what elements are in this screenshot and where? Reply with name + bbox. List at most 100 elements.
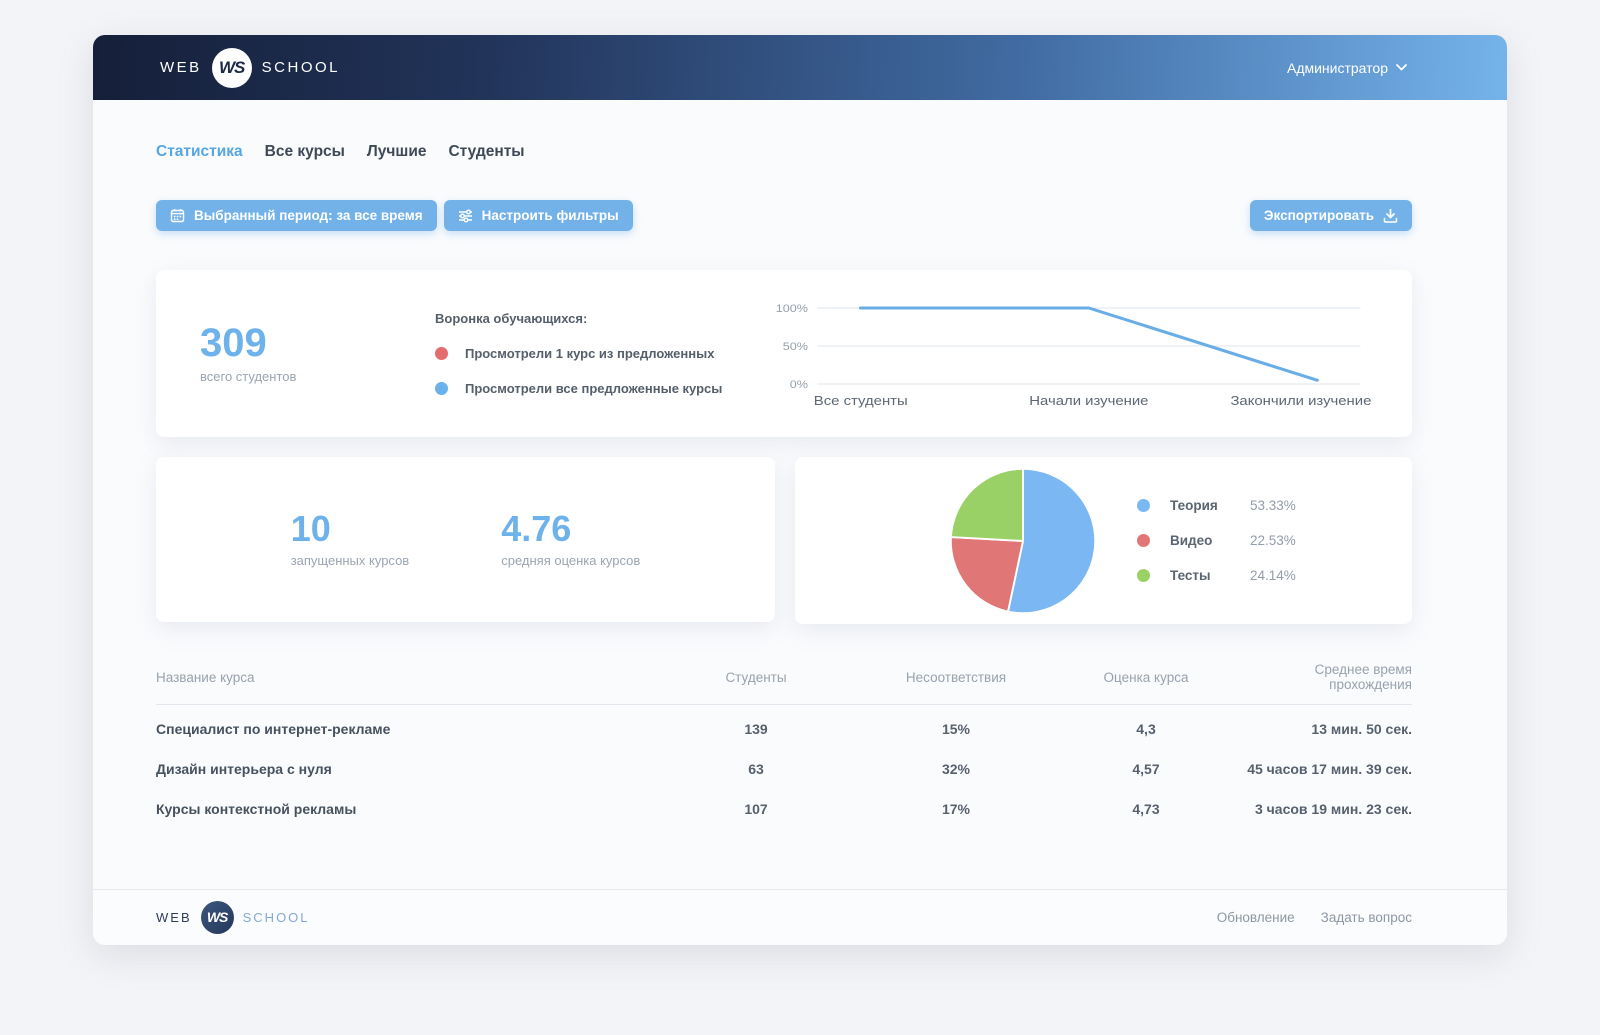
col-header-students: Студенты <box>656 662 856 705</box>
funnel-line <box>858 306 1319 382</box>
xlabel-started: Начали изучение <box>1029 392 1148 407</box>
funnel-card: 309 всего студентов Воронка обучающихся:… <box>156 270 1412 437</box>
pie-slice <box>1007 467 1097 614</box>
col-header-course-name: Название курса <box>156 662 656 705</box>
table-header-row: Название курса Студенты Несоответствия О… <box>156 662 1412 705</box>
col-header-rating: Оценка курса <box>1056 662 1236 705</box>
pie-legend-label: Видео <box>1170 533 1213 548</box>
cell-avg-time: 13 мин. 50 сек. <box>1311 721 1412 737</box>
pie-legend-dot <box>1137 499 1150 512</box>
funnel-line-chart-svg: 100% 50% 0% Все студенты Начали изучение… <box>776 301 1372 407</box>
pie-legend-item: Теория 53.33% <box>1137 498 1296 513</box>
funnel-legend-item: Просмотрели 1 курс из предложенных <box>435 346 725 361</box>
cell-mismatches: 32% <box>941 761 971 777</box>
footer-logo-ws-icon: WS <box>200 900 234 934</box>
app-header: WEB WS SCHOOL Администратор <box>93 35 1507 100</box>
toolbar: Выбранный период: за все время Настроить… <box>156 200 1412 231</box>
period-button[interactable]: Выбранный период: за все время <box>156 200 437 231</box>
tab-statistics[interactable]: Статистика <box>156 143 243 160</box>
table-row[interactable]: Специалист по интернет-рекламе 139 15% 4… <box>156 705 1412 750</box>
avg-rating-stat: 4.76 средняя оценка курсов <box>501 508 641 569</box>
ytick-0: 0% <box>790 377 809 390</box>
period-button-label: Выбранный период: за все время <box>194 208 423 223</box>
pie-legend-label: Тесты <box>1170 568 1211 583</box>
funnel-legend-dot <box>435 347 448 360</box>
pie-chart <box>949 467 1097 614</box>
cell-rating: 4,73 <box>1132 801 1160 817</box>
ytick-100: 100% <box>776 301 809 314</box>
cell-rating: 4,3 <box>1136 721 1156 737</box>
download-icon <box>1383 209 1398 223</box>
funnel-legend: Воронка обучающихся: Просмотрели 1 курс … <box>435 311 725 396</box>
calendar-icon <box>170 209 185 223</box>
page-content: Статистика Все курсы Лучшие Студенты Выб… <box>93 100 1507 829</box>
tab-students[interactable]: Студенты <box>448 143 525 160</box>
footer-link-update[interactable]: Обновление <box>1216 909 1295 925</box>
funnel-legend-label: Просмотрели 1 курс из предложенных <box>465 346 715 361</box>
courses-running-label: запущенных курсов <box>290 553 410 568</box>
cell-avg-time: 45 часов 17 мин. 39 сек. <box>1247 761 1412 777</box>
logo-web-text: WEB <box>160 59 202 76</box>
pie-slice <box>949 467 1024 542</box>
avg-rating-value: 4.76 <box>501 508 572 549</box>
cell-students: 107 <box>744 801 768 817</box>
pie-legend-dot <box>1137 569 1150 582</box>
app-footer: WEB WS SCHOOL Обновление Задать вопрос <box>93 889 1507 944</box>
xlabel-all-students: Все студенты <box>814 392 908 407</box>
total-students-stat: 309 всего студентов <box>200 323 435 384</box>
cell-mismatches: 15% <box>941 721 971 737</box>
footer-link-ask-question[interactable]: Задать вопрос <box>1320 909 1412 925</box>
tab-all-courses[interactable]: Все курсы <box>264 143 345 160</box>
filters-button[interactable]: Настроить фильтры <box>443 200 633 231</box>
user-menu-label: Администратор <box>1286 59 1388 76</box>
table-row[interactable]: Курсы контекстной рекламы 107 17% 4,73 3… <box>156 789 1412 829</box>
pie-legend-value: 24.14% <box>1250 568 1296 583</box>
cell-course-name: Дизайн интерьера с нуля <box>156 761 332 777</box>
logo-school-text: SCHOOL <box>261 59 341 76</box>
table-row[interactable]: Дизайн интерьера с нуля 63 32% 4,57 45 ч… <box>156 749 1412 789</box>
cell-mismatches: 17% <box>941 801 971 817</box>
funnel-legend-item: Просмотрели все предложенные курсы <box>435 381 725 396</box>
filters-button-label: Настроить фильтры <box>481 208 619 223</box>
app-window: WEB WS SCHOOL Администратор Статистика В… <box>93 35 1507 945</box>
tab-best[interactable]: Лучшие <box>366 143 427 160</box>
pie-slice <box>949 535 1024 613</box>
col-header-avg-time: Среднее время прохождения <box>1236 662 1412 705</box>
total-students-label: всего студентов <box>200 369 297 384</box>
export-button[interactable]: Экспортировать <box>1249 200 1412 231</box>
pie-legend-item: Тесты 24.14% <box>1137 568 1296 583</box>
xlabel-finished: Закончили изучение <box>1230 392 1371 407</box>
logo-ws-icon: WS <box>211 47 252 88</box>
col-header-mismatches: Несоответствия <box>856 662 1056 705</box>
courses-running-stat: 10 запущенных курсов <box>290 508 410 569</box>
total-students-value: 309 <box>200 321 267 365</box>
courses-table: Название курса Студенты Несоответствия О… <box>156 662 1412 829</box>
user-menu[interactable]: Администратор <box>1287 60 1407 76</box>
cell-course-name: Курсы контекстной рекламы <box>156 801 357 817</box>
pie-legend: Теория 53.33% Видео 22.53% Тесты 24.14% <box>1137 498 1296 583</box>
courses-table-section: Название курса Студенты Несоответствия О… <box>156 662 1412 829</box>
footer-logo-web-text: WEB <box>156 909 192 925</box>
content-types-card: Теория 53.33% Видео 22.53% Тесты 24.14% <box>795 457 1412 624</box>
stats-row: 10 запущенных курсов 4.76 средняя оценка… <box>156 457 1412 624</box>
export-button-label: Экспортировать <box>1263 208 1374 223</box>
tab-bar: Статистика Все курсы Лучшие Студенты <box>156 100 1412 161</box>
pie-legend-value: 53.33% <box>1250 498 1296 513</box>
courses-stats-card: 10 запущенных курсов 4.76 средняя оценка… <box>156 457 775 622</box>
footer-links: Обновление Задать вопрос <box>1217 910 1412 925</box>
cell-avg-time: 3 часов 19 мин. 23 сек. <box>1254 801 1412 817</box>
footer-logo: WEB WS SCHOOL <box>156 900 310 934</box>
filters-icon <box>458 209 472 222</box>
funnel-line-chart: 100% 50% 0% Все студенты Начали изучение… <box>753 298 1412 410</box>
ytick-50: 50% <box>783 339 809 352</box>
pie-legend-label: Теория <box>1170 498 1218 513</box>
courses-running-value: 10 <box>290 508 331 549</box>
cell-rating: 4,57 <box>1132 761 1160 777</box>
cell-course-name: Специалист по интернет-рекламе <box>156 721 391 737</box>
footer-logo-school-text: SCHOOL <box>242 909 310 925</box>
pie-legend-value: 22.53% <box>1250 533 1296 548</box>
cell-students: 139 <box>744 721 768 737</box>
pie-legend-item: Видео 22.53% <box>1137 533 1296 548</box>
funnel-legend-label: Просмотрели все предложенные курсы <box>465 381 723 396</box>
avg-rating-label: средняя оценка курсов <box>501 553 641 568</box>
